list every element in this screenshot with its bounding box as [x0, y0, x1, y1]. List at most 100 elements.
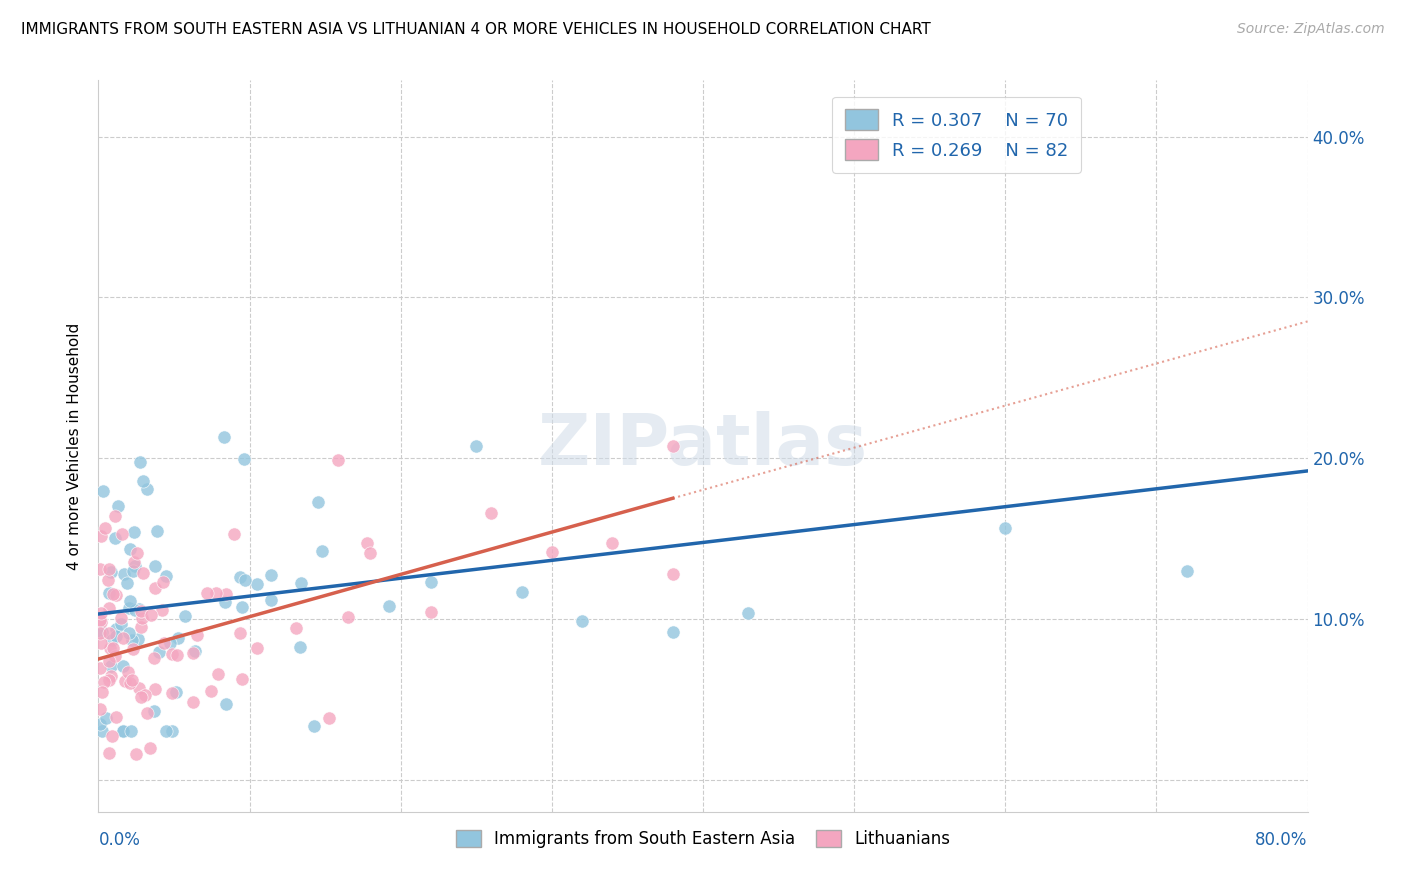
Point [290, 640, 312, 655]
Point [90, 606, 112, 620]
Point [91, 484, 114, 499]
Point [377, 599, 399, 614]
Point [212, 429, 235, 443]
Point [128, 602, 150, 616]
Text: 0.0%: 0.0% [98, 831, 141, 849]
Point [122, 642, 145, 657]
Text: 80.0%: 80.0% [1256, 831, 1308, 849]
Point [465, 439, 488, 453]
Point [602, 536, 624, 550]
Point [150, 603, 173, 617]
Point [121, 673, 143, 688]
Point [124, 559, 146, 574]
Point [195, 586, 218, 600]
Point [318, 711, 340, 725]
Point [101, 633, 124, 648]
Point [304, 719, 326, 733]
Point [89, 626, 111, 640]
Point [160, 724, 183, 739]
Point [103, 641, 125, 656]
Point [143, 681, 166, 696]
Point [420, 574, 443, 589]
Point [127, 632, 149, 646]
Point [186, 628, 208, 642]
Point [159, 636, 181, 650]
Point [510, 584, 533, 599]
Point [155, 724, 177, 739]
Point [104, 532, 127, 546]
Point [160, 686, 183, 700]
Point [129, 690, 152, 704]
Point [89, 661, 111, 675]
Point [98, 562, 121, 576]
Point [124, 603, 146, 617]
Point [153, 636, 176, 650]
Point [115, 576, 138, 591]
Point [173, 609, 195, 624]
Point [93, 521, 115, 535]
Point [205, 586, 228, 600]
Point [328, 452, 350, 467]
Point [98, 673, 121, 687]
Point [285, 621, 308, 635]
Point [91, 685, 114, 699]
Point [110, 526, 132, 541]
Point [127, 546, 149, 560]
Point [160, 647, 183, 661]
Point [246, 577, 269, 591]
Point [100, 659, 122, 673]
Point [118, 601, 141, 615]
Point [120, 724, 142, 739]
Point [994, 521, 1017, 535]
Point [132, 474, 155, 488]
Point [215, 587, 238, 601]
Point [183, 643, 205, 657]
Point [737, 606, 759, 620]
Y-axis label: 4 or more Vehicles in Household: 4 or more Vehicles in Household [67, 322, 83, 570]
Point [233, 573, 256, 587]
Point [661, 439, 683, 453]
Text: ZIPatlas: ZIPatlas [538, 411, 868, 481]
Point [101, 730, 124, 744]
Point [360, 546, 382, 560]
Point [97, 600, 120, 615]
Point [121, 633, 143, 648]
Point [260, 593, 283, 607]
Point [111, 724, 134, 739]
Point [131, 619, 153, 633]
Point [104, 629, 127, 643]
Point [540, 545, 562, 559]
Point [232, 451, 254, 466]
Point [110, 617, 132, 632]
Point [105, 588, 128, 602]
Point [148, 645, 170, 659]
Point [117, 665, 139, 679]
Point [128, 681, 150, 695]
Point [155, 569, 177, 583]
Point [103, 509, 125, 524]
Text: Source: ZipAtlas.com: Source: ZipAtlas.com [1237, 22, 1385, 37]
Point [224, 527, 246, 541]
Point [105, 710, 128, 724]
Point [89, 702, 111, 716]
Point [181, 646, 204, 660]
Point [134, 688, 156, 702]
Point [131, 610, 153, 624]
Point [245, 641, 267, 656]
Point [105, 623, 128, 637]
Point [143, 581, 166, 595]
Point [214, 697, 236, 711]
Point [165, 685, 187, 699]
Point [94, 711, 117, 725]
Point [100, 566, 122, 580]
Point [129, 455, 152, 469]
Point [181, 696, 204, 710]
Point [89, 717, 111, 731]
Point [90, 636, 112, 650]
Point [98, 654, 121, 668]
Point [311, 544, 333, 558]
Point [661, 567, 683, 582]
Point [121, 564, 143, 578]
Point [91, 625, 114, 640]
Point [120, 542, 142, 557]
